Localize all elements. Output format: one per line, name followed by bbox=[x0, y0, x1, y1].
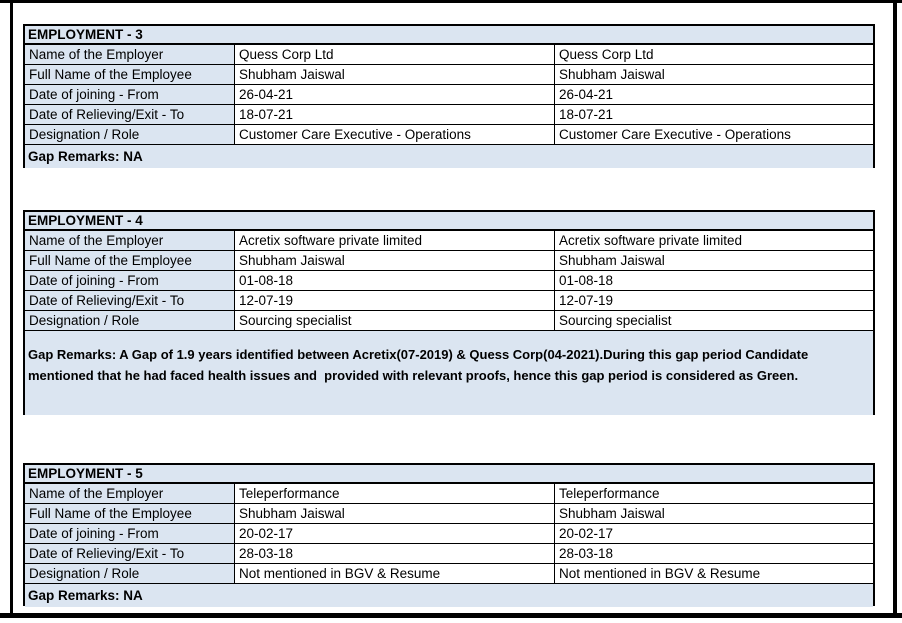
page-border-left bbox=[10, 0, 13, 618]
field-value-employer-1: Acretix software private limited bbox=[235, 231, 555, 250]
field-label-employee: Full Name of the Employee bbox=[25, 251, 235, 270]
field-label-employer: Name of the Employer bbox=[25, 45, 235, 64]
field-value-designation-1: Customer Care Executive - Operations bbox=[235, 125, 555, 144]
employment-3-title: EMPLOYMENT - 3 bbox=[25, 26, 873, 45]
table-row: Date of Relieving/Exit - To 18-07-21 18-… bbox=[25, 105, 873, 125]
field-label-date-joining: Date of joining - From bbox=[25, 524, 235, 543]
field-value-employee-1: Shubham Jaiswal bbox=[235, 65, 555, 84]
field-label-employer: Name of the Employer bbox=[25, 231, 235, 250]
table-row: Designation / Role Not mentioned in BGV … bbox=[25, 564, 873, 584]
field-value-date-joining-1: 01-08-18 bbox=[235, 271, 555, 290]
table-row: Date of Relieving/Exit - To 12-07-19 12-… bbox=[25, 291, 873, 311]
table-row: Full Name of the Employee Shubham Jaiswa… bbox=[25, 65, 873, 85]
employment-5-title: EMPLOYMENT - 5 bbox=[25, 465, 873, 484]
field-value-employee-1: Shubham Jaiswal bbox=[235, 504, 555, 523]
field-value-date-joining-1: 26-04-21 bbox=[235, 85, 555, 104]
field-value-employer-1: Quess Corp Ltd bbox=[235, 45, 555, 64]
field-value-employee-2: Shubham Jaiswal bbox=[555, 251, 873, 270]
employment-3-table: EMPLOYMENT - 3 Name of the Employer Ques… bbox=[23, 24, 875, 168]
table-row: Name of the Employer Teleperformance Tel… bbox=[25, 484, 873, 504]
field-value-date-joining-1: 20-02-17 bbox=[235, 524, 555, 543]
field-label-designation: Designation / Role bbox=[25, 125, 235, 144]
field-value-date-exit-2: 28-03-18 bbox=[555, 544, 873, 563]
field-value-date-exit-1: 28-03-18 bbox=[235, 544, 555, 563]
gap-remarks: Gap Remarks: NA bbox=[25, 145, 873, 168]
employment-5-table: EMPLOYMENT - 5 Name of the Employer Tele… bbox=[23, 463, 875, 607]
field-value-employer-2: Quess Corp Ltd bbox=[555, 45, 873, 64]
table-row: Name of the Employer Acretix software pr… bbox=[25, 231, 873, 251]
field-label-date-joining: Date of joining - From bbox=[25, 85, 235, 104]
table-row: Full Name of the Employee Shubham Jaiswa… bbox=[25, 251, 873, 271]
field-label-employee: Full Name of the Employee bbox=[25, 65, 235, 84]
employment-4-title: EMPLOYMENT - 4 bbox=[25, 212, 873, 231]
field-value-employer-1: Teleperformance bbox=[235, 484, 555, 503]
field-value-employee-2: Shubham Jaiswal bbox=[555, 504, 873, 523]
field-value-date-joining-2: 26-04-21 bbox=[555, 85, 873, 104]
table-row: Designation / Role Customer Care Executi… bbox=[25, 125, 873, 145]
field-value-employee-1: Shubham Jaiswal bbox=[235, 251, 555, 270]
gap-remarks: Gap Remarks: A Gap of 1.9 years identifi… bbox=[25, 331, 873, 415]
table-row: Date of Relieving/Exit - To 28-03-18 28-… bbox=[25, 544, 873, 564]
field-value-date-joining-2: 01-08-18 bbox=[555, 271, 873, 290]
field-value-employee-2: Shubham Jaiswal bbox=[555, 65, 873, 84]
table-row: Date of joining - From 26-04-21 26-04-21 bbox=[25, 85, 873, 105]
table-row: Date of joining - From 01-08-18 01-08-18 bbox=[25, 271, 873, 291]
field-label-date-exit: Date of Relieving/Exit - To bbox=[25, 105, 235, 124]
field-value-date-joining-2: 20-02-17 bbox=[555, 524, 873, 543]
page-border-bottom bbox=[0, 613, 902, 618]
field-label-employee: Full Name of the Employee bbox=[25, 504, 235, 523]
table-row: Full Name of the Employee Shubham Jaiswa… bbox=[25, 504, 873, 524]
page-border-right bbox=[893, 0, 897, 618]
table-row: Designation / Role Sourcing specialist S… bbox=[25, 311, 873, 331]
field-value-designation-1: Not mentioned in BGV & Resume bbox=[235, 564, 555, 583]
field-value-date-exit-1: 18-07-21 bbox=[235, 105, 555, 124]
field-value-designation-2: Not mentioned in BGV & Resume bbox=[555, 564, 873, 583]
field-value-date-exit-2: 12-07-19 bbox=[555, 291, 873, 310]
field-label-employer: Name of the Employer bbox=[25, 484, 235, 503]
page-border-top bbox=[0, 0, 902, 3]
table-row: Date of joining - From 20-02-17 20-02-17 bbox=[25, 524, 873, 544]
field-value-date-exit-1: 12-07-19 bbox=[235, 291, 555, 310]
field-value-designation-2: Sourcing specialist bbox=[555, 311, 873, 330]
field-value-designation-2: Customer Care Executive - Operations bbox=[555, 125, 873, 144]
field-label-designation: Designation / Role bbox=[25, 311, 235, 330]
employment-4-table: EMPLOYMENT - 4 Name of the Employer Acre… bbox=[23, 210, 875, 415]
field-label-date-joining: Date of joining - From bbox=[25, 271, 235, 290]
gap-remarks: Gap Remarks: NA bbox=[25, 584, 873, 607]
field-value-designation-1: Sourcing specialist bbox=[235, 311, 555, 330]
field-label-date-exit: Date of Relieving/Exit - To bbox=[25, 291, 235, 310]
field-label-date-exit: Date of Relieving/Exit - To bbox=[25, 544, 235, 563]
field-label-designation: Designation / Role bbox=[25, 564, 235, 583]
table-row: Name of the Employer Quess Corp Ltd Ques… bbox=[25, 45, 873, 65]
field-value-employer-2: Teleperformance bbox=[555, 484, 873, 503]
field-value-employer-2: Acretix software private limited bbox=[555, 231, 873, 250]
field-value-date-exit-2: 18-07-21 bbox=[555, 105, 873, 124]
